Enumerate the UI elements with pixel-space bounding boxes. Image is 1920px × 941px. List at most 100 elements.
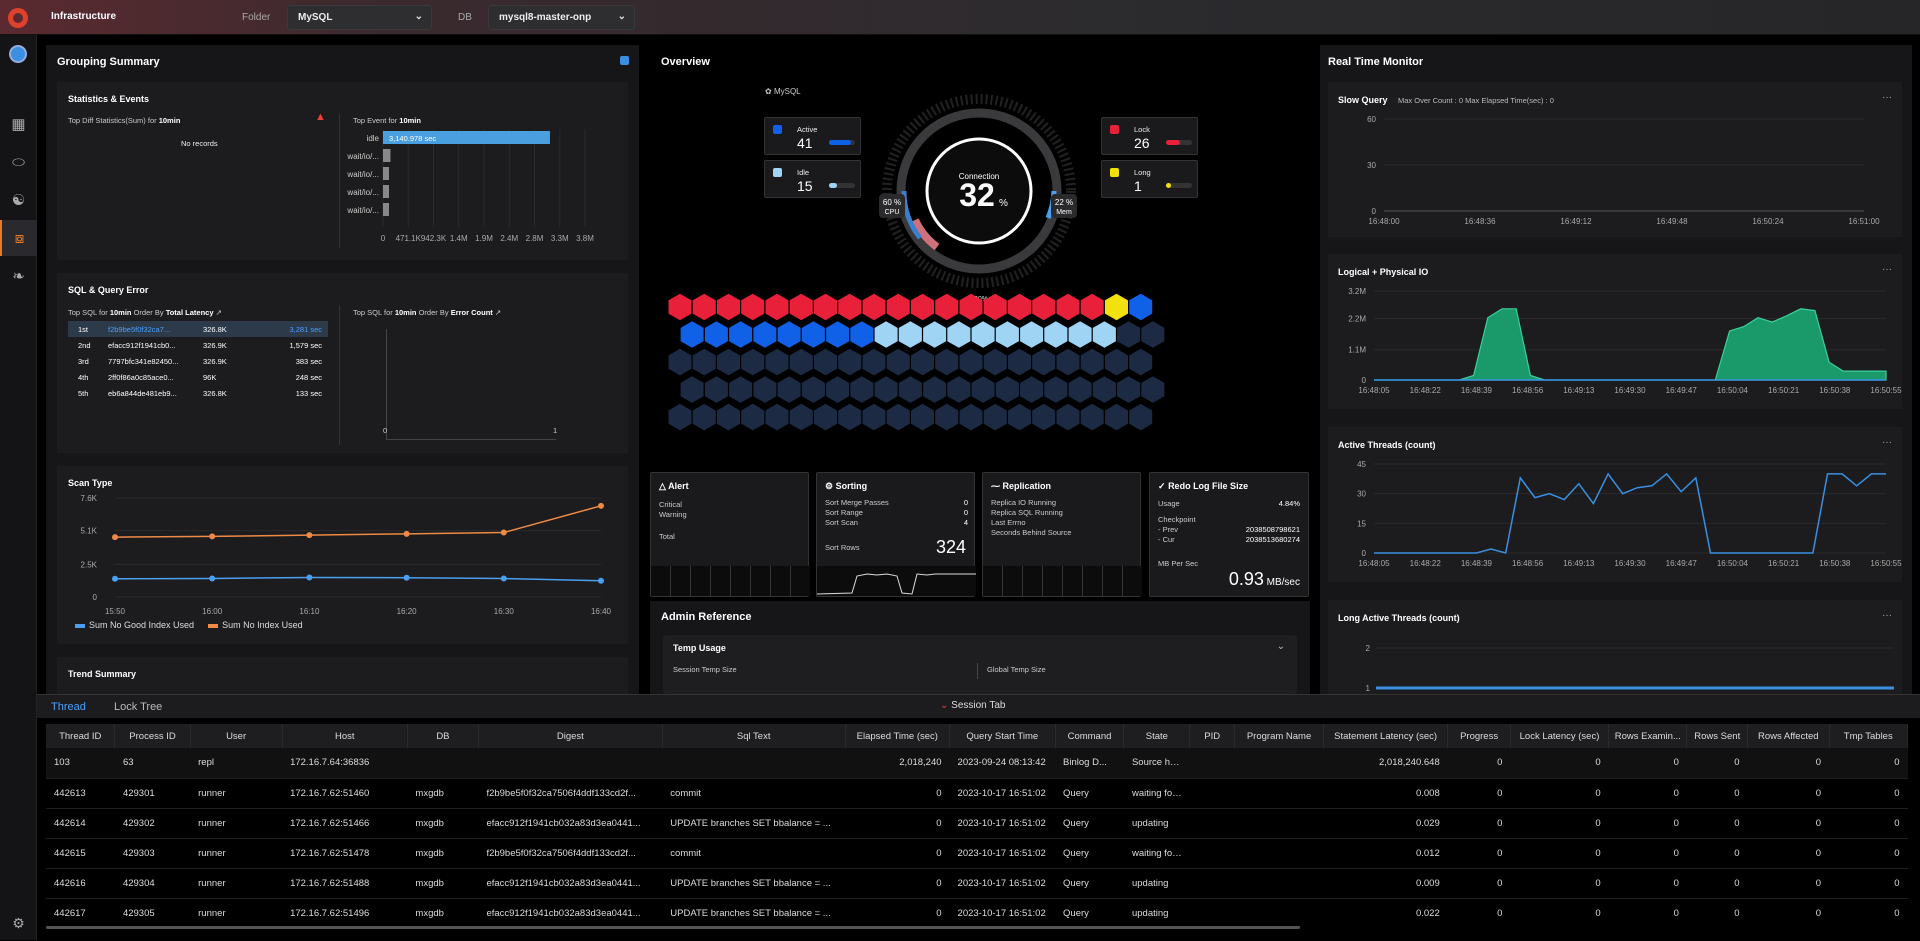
more-options-icon[interactable]: ··· xyxy=(1882,92,1892,103)
table-cell: 2023-10-17 16:51:02 xyxy=(949,868,1056,899)
replication-icon: ⁓ xyxy=(991,481,1000,491)
column-header[interactable]: Elapsed Time (sec) xyxy=(845,724,951,748)
alert-card[interactable]: △ Alert Critical Warning Total xyxy=(650,472,810,597)
table-cell: 0 xyxy=(1747,748,1829,779)
lock-indicator-icon xyxy=(1110,125,1119,134)
column-header[interactable]: Statement Latency (sec) xyxy=(1323,724,1449,748)
more-options-icon[interactable]: ··· xyxy=(1882,437,1892,448)
legend-item[interactable]: Sum No Index Used xyxy=(208,620,303,630)
tab-lock-tree[interactable]: Lock Tree xyxy=(114,701,163,713)
session-hex xyxy=(753,321,777,348)
replication-card[interactable]: ⁓ Replication Replica IO Running Replica … xyxy=(982,472,1142,597)
top-sql-row[interactable]: 5th eb6a844de481eb9... 326.8K 133 sec xyxy=(68,385,328,401)
table-row[interactable]: 103 63 repl 172.16.7.64:36836 2,018,240 2023-… xyxy=(46,748,1908,779)
column-header[interactable]: Rows Affected xyxy=(1747,724,1830,748)
slow-query-title: Slow Query xyxy=(1338,95,1388,105)
more-options-icon[interactable]: ··· xyxy=(1882,610,1892,621)
db-select[interactable]: mysql8-master-onp ⌄ xyxy=(488,5,635,30)
postgres-icon[interactable]: ☯ xyxy=(11,192,26,209)
data-point xyxy=(112,575,118,582)
column-header[interactable]: Query Start Time xyxy=(949,724,1056,748)
redo-cur-label: - Cur xyxy=(1158,535,1175,544)
io-title: Logical + Physical IO xyxy=(1338,267,1429,277)
table-row[interactable]: 442614 429302 runner 172.16.7.62:51466 mxgdb… xyxy=(46,808,1908,839)
dashboard-grid-icon[interactable]: ▦ xyxy=(11,116,26,133)
session-hex xyxy=(995,321,1019,348)
table-cell: runner xyxy=(190,778,283,809)
column-header[interactable]: State xyxy=(1123,724,1191,748)
session-hex xyxy=(1044,321,1068,348)
x-tick: 0 xyxy=(381,234,386,243)
column-header[interactable]: Command xyxy=(1055,724,1125,748)
x-tick: 16:48:22 xyxy=(1410,559,1442,568)
table-cell: 63 xyxy=(114,748,191,779)
more-options-icon[interactable]: ··· xyxy=(1882,264,1892,275)
table-cell: 0 xyxy=(1608,808,1687,839)
column-header[interactable]: Program Name xyxy=(1234,724,1324,748)
column-header[interactable]: Rows Sent xyxy=(1686,724,1749,748)
long-active-threads-card: Long Active Threads (count) ··· 2 1 xyxy=(1328,600,1902,694)
long-sessions-card[interactable]: Long 1 xyxy=(1101,160,1198,198)
column-header[interactable]: PID xyxy=(1189,724,1236,748)
top-sql-row[interactable]: 1st f2b9be5f0f32ca7... 326.8K 3,281 sec xyxy=(68,321,328,337)
table-row[interactable]: 442615 429303 runner 172.16.7.62:51478 mxgdb… xyxy=(46,838,1908,869)
x-tick: 16:49:47 xyxy=(1666,386,1698,395)
active-sessions-card[interactable]: Active 41 xyxy=(764,117,861,155)
redo-mb-rate: 0.93 MB/sec xyxy=(1228,569,1300,589)
top-sql-row[interactable]: 2nd efacc912f1941cb0... 326.9K 1,579 sec xyxy=(68,337,328,353)
table-cell: 0.012 xyxy=(1323,838,1448,869)
app-logo-icon[interactable] xyxy=(8,8,28,28)
session-hex xyxy=(862,403,886,431)
horizontal-scrollbar[interactable] xyxy=(46,926,1300,929)
x-tick: 16:30 xyxy=(494,607,515,616)
column-header[interactable]: Thread ID xyxy=(46,724,116,748)
column-header[interactable]: Digest xyxy=(478,724,663,748)
column-header[interactable]: Process ID xyxy=(114,724,191,748)
column-header[interactable]: Host xyxy=(282,724,408,748)
column-header[interactable]: Progress xyxy=(1447,724,1511,748)
table-row[interactable]: 442613 429301 runner 172.16.7.62:51460 mxgdb… xyxy=(46,778,1908,809)
table-cell: 0 xyxy=(1447,748,1511,779)
column-header[interactable]: User xyxy=(190,724,283,748)
temp-usage-title: Temp Usage xyxy=(673,643,726,653)
table-cell: 0 xyxy=(1686,868,1748,899)
side-nav: ▦ ⬭ ☯ ⧇ ❧ ⚙ xyxy=(0,35,37,940)
top-sql-row[interactable]: 4th 2ff0f86a0c85ace0... 96K 248 sec xyxy=(68,369,328,385)
table-cell: 172.16.7.64:36836 xyxy=(282,748,408,779)
connection-label: Connection xyxy=(959,172,999,181)
session-hex xyxy=(692,293,716,321)
temp-usage-section[interactable]: Temp Usage ⌄ Session Temp Size Global Te… xyxy=(663,635,1297,694)
sorting-card[interactable]: ⚙ Sorting Sort Merge Passes 0 Sort Range 0 S… xyxy=(816,472,976,597)
count: 326.8K xyxy=(203,325,227,334)
column-header[interactable]: Tmp Tables xyxy=(1829,724,1908,748)
idle-sessions-card[interactable]: Idle 15 xyxy=(764,160,861,198)
column-header[interactable]: Sql Text xyxy=(662,724,846,748)
column-header[interactable]: DB xyxy=(407,724,479,748)
settings-gear-icon[interactable]: ⚙ xyxy=(12,914,25,931)
column-header[interactable]: Rows Examin... xyxy=(1608,724,1688,748)
y-tick: 7.6K xyxy=(81,494,98,503)
top-sql-row[interactable]: 3rd 7797bfc341e82450... 326.9K 383 sec xyxy=(68,353,328,369)
table-cell: 0 xyxy=(1829,748,1908,779)
redo-log-card[interactable]: ✓ Redo Log File Size Usage 4.84% Checkpo… xyxy=(1149,472,1309,597)
lock-icon[interactable] xyxy=(620,56,629,65)
column-header[interactable]: Lock Latency (sec) xyxy=(1510,724,1610,748)
session-tab-toggle[interactable]: ⌄ Session Tab xyxy=(940,700,1006,711)
avatar[interactable] xyxy=(9,45,27,63)
database-icon[interactable]: ⬭ xyxy=(12,153,25,171)
folder-select[interactable]: MySQL ⌄ xyxy=(287,5,432,30)
mariadb-icon[interactable]: ❧ xyxy=(12,268,25,285)
table-cell: 2,018,240.648 xyxy=(1323,748,1448,779)
table-row[interactable]: 442616 429304 runner 172.16.7.62:51488 mxgdb… xyxy=(46,868,1908,899)
table-row[interactable]: 442617 429305 runner 172.16.7.62:51496 mxgdb… xyxy=(46,898,1908,925)
tab-thread[interactable]: Thread xyxy=(51,701,86,713)
legend-item[interactable]: Sum No Good Index Used xyxy=(75,620,194,630)
mysql-icon[interactable]: ⧇ xyxy=(0,220,37,256)
lock-sessions-card[interactable]: Lock 26 xyxy=(1101,117,1198,155)
lock-value: 26 xyxy=(1134,135,1150,151)
table-cell: 0 xyxy=(845,868,950,899)
data-point xyxy=(500,575,507,582)
table-cell: 0 xyxy=(1747,778,1829,809)
table-cell: runner xyxy=(190,838,283,869)
session-hex xyxy=(789,293,813,321)
